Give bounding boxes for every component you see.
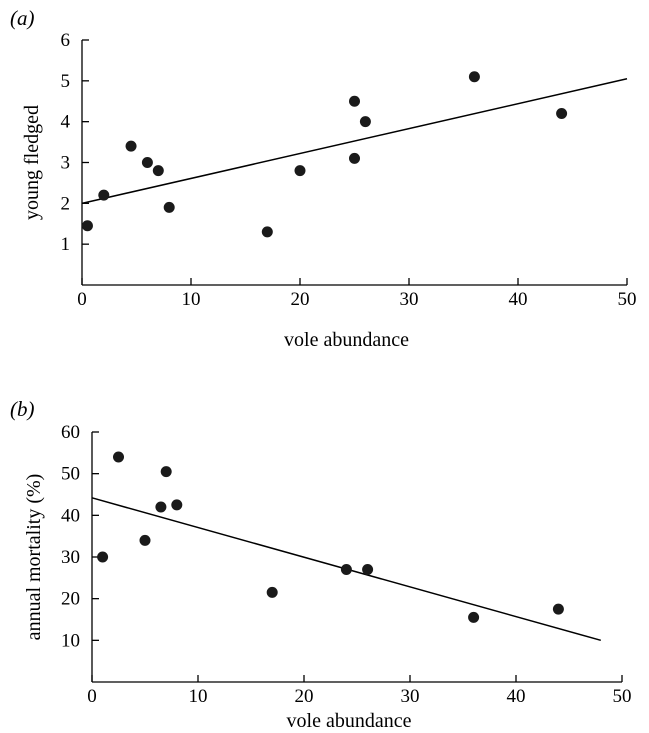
panel-b-y-axis-label: annual mortality (%) [23, 474, 45, 641]
panel-b-data-point [340, 564, 352, 575]
panel-a-data-point [98, 189, 110, 201]
panel-a-label: (a) [10, 6, 35, 30]
panel-a-x-tick-label: 50 [618, 289, 637, 310]
panel-a-x-tick-label: 30 [400, 289, 419, 310]
panel-b-y-tick-label: 40 [61, 505, 80, 526]
panel-a-y-tick-label: 4 [61, 112, 71, 133]
panel-a-x-axis-label: vole abundance [284, 329, 409, 351]
panel-a-data-point [141, 157, 153, 168]
panel-a-data-point [81, 220, 93, 232]
panel-a: (a) 0 10 20 30 40 50 1 2 3 4 5 6 vole abundance young … [10, 6, 637, 351]
panel-b-x-tick-label: 10 [189, 686, 208, 707]
panel-a-data-point [163, 201, 175, 213]
panel-b-data-point [139, 534, 151, 546]
panel-b-data-point [97, 551, 109, 563]
panel-b-y-tick-label: 50 [61, 464, 80, 485]
panel-a-data-point [261, 226, 273, 238]
panel-a-y-tick-label: 6 [61, 30, 71, 51]
panel-b-data-point [468, 611, 480, 623]
panel-b-y-tick-label: 10 [61, 630, 80, 651]
panel-b-data-point [113, 451, 124, 463]
panel-a-data-point [152, 165, 164, 177]
panel-a-y-axis-label: young fledged [21, 105, 43, 220]
panel-b-data-point [160, 466, 172, 478]
panel-b-data-point [552, 603, 564, 615]
panel-b-y-tick-label: 20 [61, 589, 80, 610]
panel-b-data-point [171, 499, 183, 511]
panel-a-x-tick-label: 20 [291, 289, 310, 310]
panel-a-y-tick-label: 1 [61, 234, 71, 255]
panel-b-data-point [155, 501, 167, 513]
panel-b-y-tick-label: 30 [61, 547, 80, 568]
panel-b-label: (b) [10, 397, 35, 421]
panel-b-x-tick-label: 30 [401, 686, 420, 707]
panel-a-y-tick-label: 3 [61, 153, 71, 174]
panel-a-data-point [125, 140, 137, 152]
panel-a-x-tick-label: 40 [509, 289, 528, 310]
panel-a-data-point [294, 165, 306, 177]
panel-a-data-point [468, 71, 480, 83]
panel-b-x-tick-label: 40 [507, 686, 526, 707]
panel-b-y-tick-label: 60 [61, 422, 80, 443]
panel-b-x-tick-label: 50 [613, 686, 632, 707]
panel-a-data-point [349, 95, 360, 107]
panel-b-data-point [266, 586, 278, 598]
panel-a-data-point [556, 108, 568, 119]
panel-b-x-tick-label: 20 [295, 686, 314, 707]
panel-b-x-tick-label: 0 [87, 686, 97, 707]
panel-a-data-point [359, 116, 371, 128]
panel-b-x-axis-label: vole abundance [287, 710, 412, 732]
panel-a-y-tick-label: 2 [61, 193, 71, 214]
panel-b: (b) 0 10 20 30 40 50 10 20 30 40 50 60 vole abundance… [10, 397, 632, 732]
panel-a-y-tick-label: 5 [61, 71, 71, 92]
panel-a-x-tick-label: 10 [182, 289, 201, 310]
panel-a-regression-line [81, 78, 628, 205]
panel-a-x-tick-label: 0 [77, 289, 87, 310]
panel-a-data-point [349, 152, 360, 164]
panel-b-data-point [362, 564, 374, 575]
